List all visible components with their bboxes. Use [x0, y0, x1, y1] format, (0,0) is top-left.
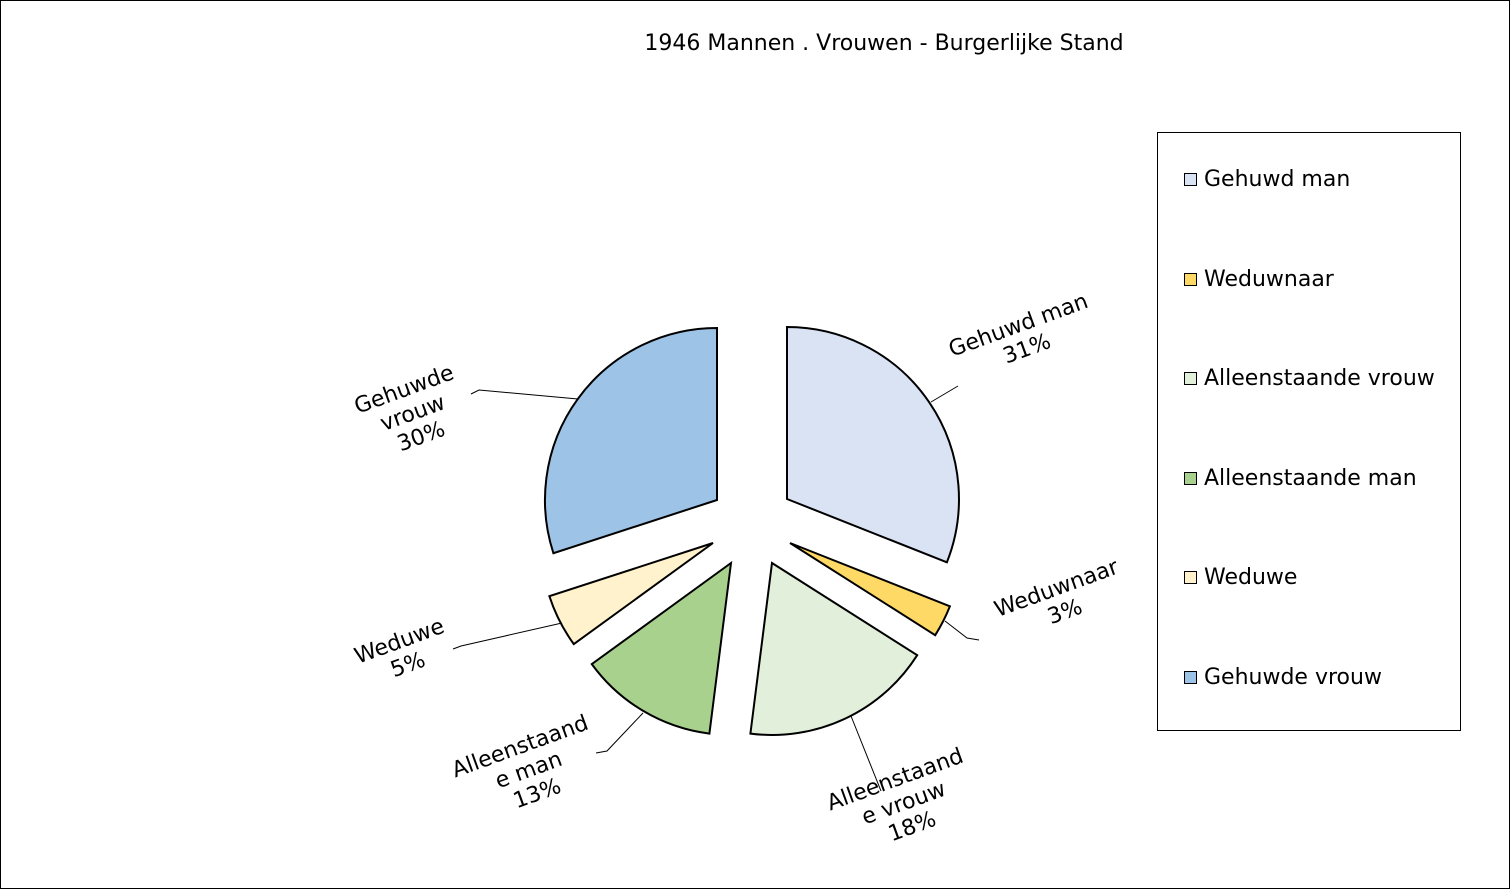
pie-slice-alleenstaande-man	[590, 560, 733, 735]
leader-line	[944, 620, 980, 641]
legend-item: Gehuwde vrouw	[1184, 665, 1382, 690]
leader-line	[452, 622, 563, 650]
legend-swatch	[1184, 372, 1197, 386]
legend-item: Alleenstaande man	[1184, 466, 1417, 491]
legend-swatch	[1184, 571, 1197, 585]
leader-line	[595, 712, 644, 754]
legend-swatch	[1184, 272, 1197, 286]
legend-item: Weduwnaar	[1184, 267, 1334, 292]
legend-label: Weduwnaar	[1204, 266, 1334, 292]
legend-swatch	[1184, 471, 1197, 485]
chart-title: 1946 Mannen . Vrouwen - Burgerlijke Stan…	[644, 31, 1124, 56]
pie-slice-weduwe	[548, 542, 714, 646]
legend-swatch	[1184, 173, 1197, 186]
leader-line	[850, 715, 882, 792]
pie-slice-gehuwde-vrouw	[543, 326, 718, 555]
leader-line	[930, 385, 959, 403]
legend-label: Gehuwde vrouw	[1204, 665, 1382, 690]
legend-item: Alleenstaande vrouw	[1184, 366, 1435, 391]
legend-item: Gehuwd man	[1184, 167, 1350, 192]
legend-label: Alleenstaande vrouw	[1204, 366, 1435, 392]
pie-slice-weduwnaar	[789, 542, 952, 637]
legend-label: Weduwe	[1204, 565, 1298, 591]
legend-swatch	[1184, 671, 1197, 684]
legend: Gehuwd man Weduwnaar Alleenstaande vrouw Al…	[1157, 132, 1461, 731]
legend-item: Weduwe	[1184, 565, 1297, 590]
pie-slice-gehuwd-man	[786, 325, 960, 564]
legend-label: Gehuwd man	[1204, 167, 1351, 192]
pie-slice-alleenstaande-vrouw	[749, 561, 919, 736]
legend-label: Alleenstaande man	[1204, 465, 1417, 491]
leader-line	[470, 389, 579, 400]
